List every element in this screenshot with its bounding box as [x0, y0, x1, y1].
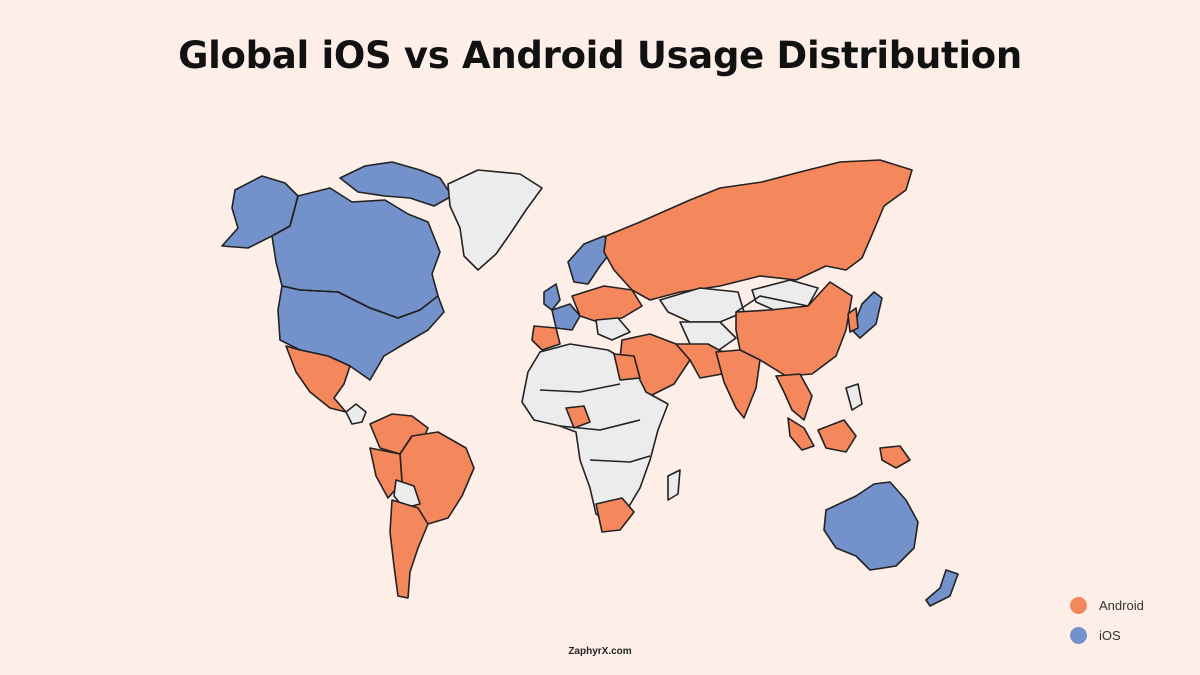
region-indonesia-west — [787, 417, 815, 451]
border-africa-2 — [559, 419, 641, 431]
legend-swatch-android — [1070, 596, 1087, 614]
region-egypt — [613, 353, 641, 381]
region-south-africa — [595, 497, 635, 533]
region-central-america — [345, 403, 367, 425]
footer-source: ZaphyrX.com — [568, 646, 632, 657]
region-iberia — [531, 325, 561, 351]
page-title: Global iOS vs Android Usage Distribution — [178, 34, 1022, 77]
border-africa-3 — [589, 455, 651, 463]
region-uk — [543, 283, 561, 311]
region-canada-islands — [339, 161, 453, 207]
border-alaska-canada — [271, 195, 299, 237]
region-nigeria — [565, 405, 591, 429]
legend-item-ios: iOS — [1070, 620, 1144, 650]
region-kazakhstan — [659, 287, 745, 323]
legend-label-android: Android — [1099, 597, 1144, 613]
region-central-europe — [571, 285, 643, 323]
region-balkans — [595, 317, 631, 341]
region-argentina-chile — [389, 499, 429, 599]
region-greenland — [447, 169, 543, 271]
border-us-canada — [281, 285, 421, 319]
region-russia — [603, 159, 913, 301]
region-australia — [823, 481, 919, 571]
region-france — [551, 303, 581, 331]
legend: Android iOS — [1070, 590, 1144, 650]
region-korea — [847, 307, 859, 333]
border-russia-china — [735, 295, 809, 313]
region-new-zealand — [925, 569, 959, 607]
region-madagascar — [667, 469, 681, 501]
legend-swatch-ios — [1070, 626, 1087, 644]
region-indonesia — [817, 419, 857, 453]
region-southeast-asia — [775, 373, 813, 421]
legend-label-ios: iOS — [1099, 627, 1121, 643]
border-brazil-west — [399, 435, 413, 455]
region-new-guinea — [879, 445, 911, 469]
region-mexico — [285, 345, 351, 413]
region-philippines — [845, 383, 863, 411]
border-africa-1 — [539, 383, 621, 393]
region-india — [715, 349, 761, 419]
legend-item-android: Android — [1070, 590, 1144, 620]
